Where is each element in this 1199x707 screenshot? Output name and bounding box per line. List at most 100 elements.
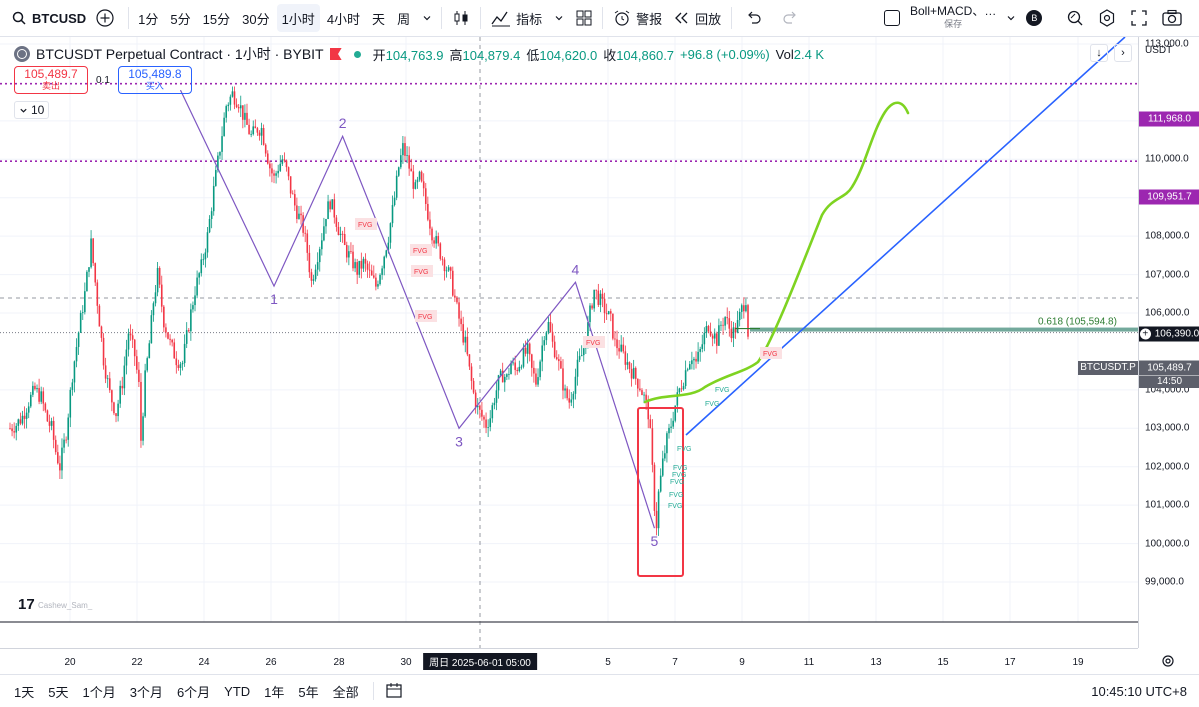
candle-body bbox=[393, 197, 396, 206]
plus-icon[interactable]: + bbox=[1139, 328, 1151, 340]
symbol-search[interactable]: BTCUSD bbox=[0, 0, 86, 37]
axis-settings-icon[interactable] bbox=[1161, 654, 1175, 671]
alert-button[interactable]: 警报 bbox=[607, 0, 668, 37]
price-tick: 102,000.0 bbox=[1145, 461, 1190, 473]
compare-button[interactable] bbox=[86, 0, 124, 37]
time-tick: 24 bbox=[198, 657, 210, 668]
candle-body bbox=[676, 392, 679, 406]
candle-body bbox=[593, 289, 595, 309]
candle-body bbox=[356, 262, 358, 275]
settings-icon[interactable] bbox=[1098, 9, 1116, 27]
quick-search-icon[interactable] bbox=[1066, 9, 1084, 27]
scroll-down-button[interactable]: ↓ bbox=[1090, 44, 1108, 62]
candle-body bbox=[323, 226, 325, 241]
market-status-dot bbox=[353, 50, 361, 58]
range-ytd[interactable]: YTD bbox=[224, 683, 251, 699]
candle-body bbox=[460, 318, 462, 325]
interval-1h[interactable]: 1小时 bbox=[276, 4, 320, 32]
candle-body bbox=[713, 333, 716, 339]
fvg-label: FVG bbox=[763, 351, 777, 358]
indicators-dropdown[interactable] bbox=[548, 0, 570, 37]
candle-body bbox=[11, 428, 13, 432]
indicator-count: 10 bbox=[31, 103, 45, 117]
sell-price: 105,489.7 bbox=[24, 67, 78, 81]
camera-icon[interactable] bbox=[1162, 9, 1182, 27]
candle-body bbox=[294, 194, 296, 206]
replay-button[interactable]: 回放 bbox=[668, 0, 727, 37]
redo-button[interactable] bbox=[772, 0, 808, 37]
range-5y[interactable]: 5年 bbox=[298, 684, 319, 700]
indicator-collapse-button[interactable]: 10 bbox=[14, 101, 50, 119]
candle-body bbox=[368, 269, 371, 271]
candle-body bbox=[740, 305, 743, 312]
candle-body bbox=[71, 382, 74, 390]
level-label-109951: 109,951.7 bbox=[1139, 189, 1199, 205]
range-1d[interactable]: 1天 bbox=[14, 684, 35, 700]
range-all[interactable]: 全部 bbox=[332, 684, 359, 700]
range-1y[interactable]: 1年 bbox=[264, 684, 285, 700]
candle-body bbox=[302, 215, 304, 233]
candle-body bbox=[140, 381, 142, 441]
candle-body bbox=[73, 361, 76, 383]
scroll-right-button[interactable]: › bbox=[1114, 44, 1132, 62]
candle-body bbox=[535, 373, 537, 385]
price-chart[interactable]: 12345FVGFVGFVGFVGFVGFVGFVGFVGFVGFVGFVGFV… bbox=[0, 37, 1138, 648]
candle-body bbox=[555, 357, 558, 360]
candle-body bbox=[264, 144, 267, 154]
time-tick: 20 bbox=[64, 657, 76, 668]
candle-body bbox=[518, 366, 521, 372]
interval-1w[interactable]: 周 bbox=[397, 11, 411, 27]
range-3m[interactable]: 3个月 bbox=[129, 684, 163, 700]
elliott-wave-line bbox=[179, 89, 656, 529]
candle-body bbox=[42, 391, 45, 404]
interval-5m[interactable]: 5分 bbox=[170, 11, 191, 27]
buy-button[interactable]: 105,489.8 买入 bbox=[117, 66, 192, 94]
flag-icon[interactable] bbox=[329, 48, 342, 60]
sell-button[interactable]: 105,489.7 卖出 bbox=[14, 66, 88, 94]
range-6m[interactable]: 6个月 bbox=[176, 684, 211, 700]
interval-1m[interactable]: 1分 bbox=[138, 11, 159, 27]
indicators-button[interactable]: 指标 bbox=[485, 0, 548, 37]
currency-label[interactable]: USDT bbox=[1145, 45, 1173, 56]
candle-body bbox=[48, 421, 51, 426]
wave-label-5: 5 bbox=[651, 533, 659, 549]
layouts-button[interactable] bbox=[570, 0, 598, 37]
time-axis[interactable]: 20 22 24 26 28 30 5 7 9 11 13 15 17 19 周日 2025-06-01 … bbox=[0, 648, 1174, 674]
candle-body bbox=[599, 293, 602, 305]
candle-body bbox=[169, 338, 171, 340]
price-axis[interactable]: USDT 113,000.0111,000.0110,000.0109,000.… bbox=[1138, 37, 1199, 648]
candle-body bbox=[106, 378, 109, 380]
candles-icon bbox=[454, 11, 468, 25]
add-symbol-icon bbox=[96, 9, 114, 27]
candle-body bbox=[643, 394, 645, 396]
candle-body bbox=[703, 332, 706, 345]
interval-dropdown[interactable] bbox=[417, 4, 437, 32]
candle-body bbox=[177, 365, 180, 368]
candle-body bbox=[310, 272, 313, 281]
candle-body bbox=[558, 359, 560, 362]
symbol-logo-icon bbox=[14, 46, 30, 62]
clock[interactable]: 10:45:10 UTC+8 bbox=[1091, 684, 1187, 699]
candle-body bbox=[88, 267, 90, 272]
candle-body bbox=[472, 380, 475, 393]
interval-1d[interactable]: 天 bbox=[372, 11, 386, 27]
candle-body bbox=[526, 343, 529, 354]
avatar[interactable]: B bbox=[1026, 10, 1043, 26]
range-1m[interactable]: 1个月 bbox=[82, 684, 116, 700]
candle-body bbox=[167, 332, 169, 339]
fullscreen-icon[interactable] bbox=[1130, 9, 1148, 27]
fvg-label: FVG bbox=[672, 472, 686, 479]
candle-body bbox=[142, 416, 144, 441]
interval-30m[interactable]: 30分 bbox=[242, 11, 270, 27]
candle-body bbox=[433, 240, 435, 244]
date-range-icon[interactable] bbox=[386, 682, 404, 701]
candle-body bbox=[223, 117, 225, 137]
range-5d[interactable]: 5天 bbox=[48, 684, 69, 700]
interval-4h[interactable]: 4小时 bbox=[326, 11, 361, 27]
candle-body bbox=[21, 415, 24, 424]
chart-type-button[interactable] bbox=[446, 0, 476, 37]
layout-selector[interactable]: Boll+MACD、… 保存 B bbox=[884, 0, 1043, 37]
interval-15m[interactable]: 15分 bbox=[202, 11, 231, 27]
undo-button[interactable] bbox=[736, 0, 772, 37]
time-tick: 19 bbox=[1072, 657, 1084, 668]
